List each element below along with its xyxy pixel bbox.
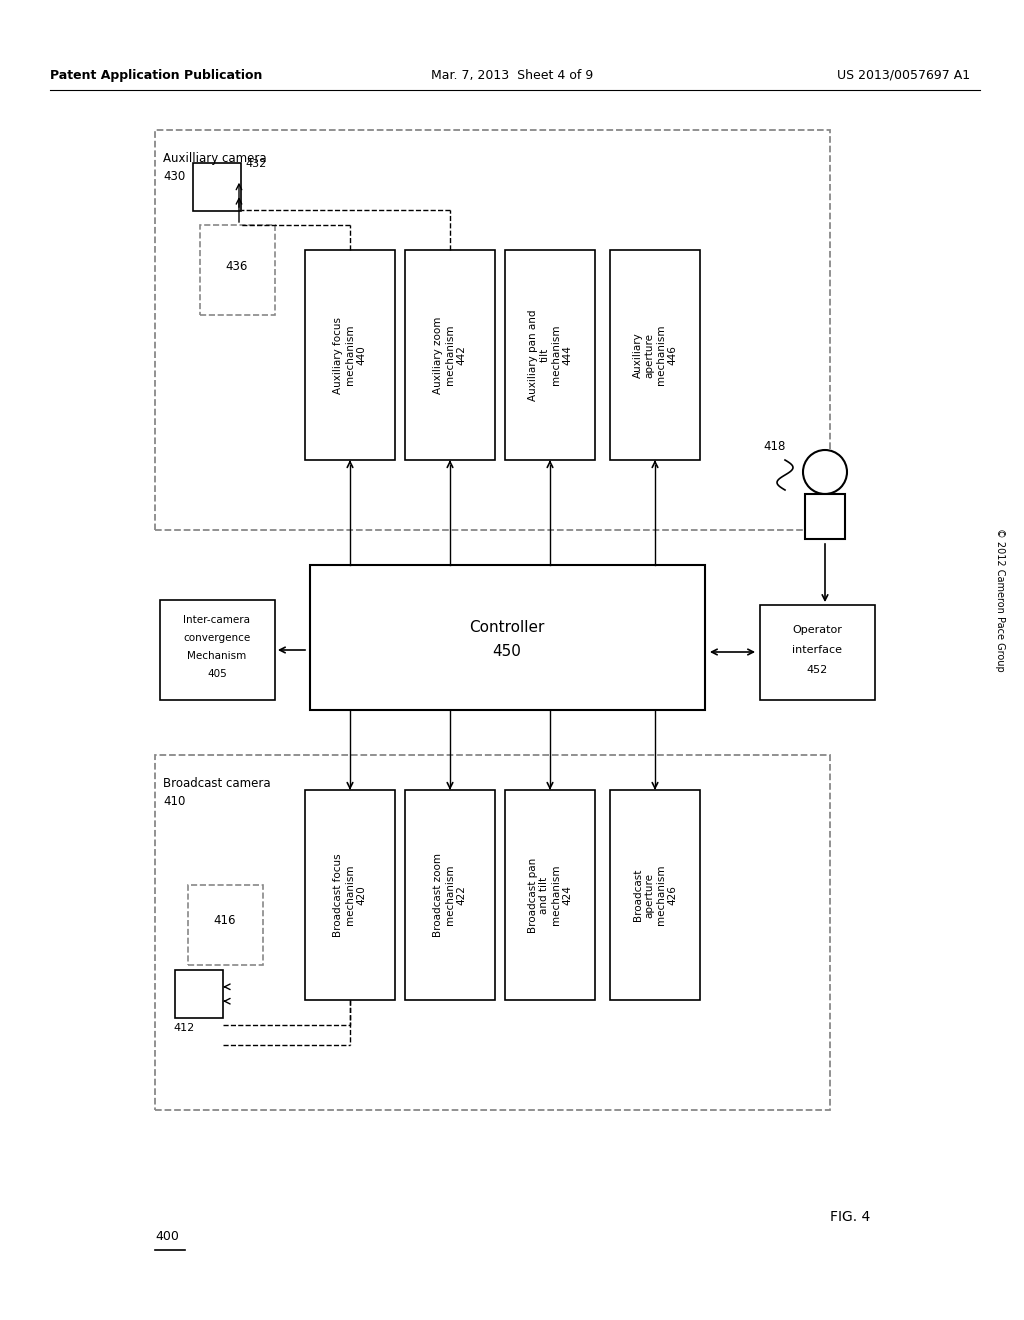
Text: 400: 400	[155, 1230, 179, 1243]
Text: 432: 432	[245, 158, 266, 169]
Text: Auxiliary zoom
mechanism
442: Auxiliary zoom mechanism 442	[433, 317, 467, 393]
Text: Operator: Operator	[792, 624, 842, 635]
Circle shape	[803, 450, 847, 494]
Text: 418: 418	[764, 440, 786, 453]
Text: 405: 405	[207, 669, 227, 678]
Text: 412: 412	[173, 1023, 195, 1034]
Text: FIG. 4: FIG. 4	[830, 1210, 870, 1224]
Bar	[505, 789, 595, 1001]
Bar	[406, 249, 495, 459]
Bar	[610, 249, 700, 459]
Text: interface: interface	[792, 645, 842, 655]
Text: Auxiliary
aperture
mechanism
446: Auxiliary aperture mechanism 446	[633, 325, 678, 385]
Bar	[805, 494, 845, 539]
Text: Broadcast zoom
mechanism
422: Broadcast zoom mechanism 422	[433, 853, 467, 937]
Bar	[610, 789, 700, 1001]
Text: Patent Application Publication: Patent Application Publication	[50, 69, 262, 82]
Bar	[155, 755, 830, 1110]
Bar	[305, 249, 395, 459]
Bar	[160, 601, 275, 700]
Text: Inter-camera: Inter-camera	[183, 615, 251, 624]
Text: 410: 410	[163, 795, 185, 808]
Bar	[175, 970, 223, 1018]
Text: 450: 450	[493, 644, 521, 660]
Text: Broadcast camera: Broadcast camera	[163, 777, 270, 789]
Text: Auxilliary camera: Auxilliary camera	[163, 152, 266, 165]
Text: Mechanism: Mechanism	[187, 651, 247, 661]
Bar	[200, 224, 275, 315]
Text: US 2013/0057697 A1: US 2013/0057697 A1	[837, 69, 970, 82]
Text: Mar. 7, 2013  Sheet 4 of 9: Mar. 7, 2013 Sheet 4 of 9	[431, 69, 593, 82]
Bar	[155, 129, 830, 531]
Text: Broadcast pan
and tilt
mechanism
424: Broadcast pan and tilt mechanism 424	[527, 858, 572, 933]
Text: Auxiliary focus
mechanism
440: Auxiliary focus mechanism 440	[334, 317, 367, 393]
Text: Broadcast focus
mechanism
420: Broadcast focus mechanism 420	[334, 853, 367, 937]
Text: convergence: convergence	[183, 634, 251, 643]
Bar	[193, 162, 241, 211]
Bar	[406, 789, 495, 1001]
Text: 416: 416	[214, 915, 237, 928]
Bar	[760, 605, 874, 700]
Bar	[505, 249, 595, 459]
Bar	[188, 884, 263, 965]
Text: Broadcast
aperture
mechanism
426: Broadcast aperture mechanism 426	[633, 865, 678, 925]
Bar	[305, 789, 395, 1001]
Text: Auxiliary pan and
tilt
mechanism
444: Auxiliary pan and tilt mechanism 444	[527, 309, 572, 401]
Text: 436: 436	[226, 260, 248, 272]
Text: 452: 452	[806, 665, 827, 675]
Text: 430: 430	[163, 170, 185, 183]
Text: © 2012 Cameron Pace Group: © 2012 Cameron Pace Group	[995, 528, 1005, 672]
Bar	[310, 565, 705, 710]
Text: Controller: Controller	[469, 619, 545, 635]
